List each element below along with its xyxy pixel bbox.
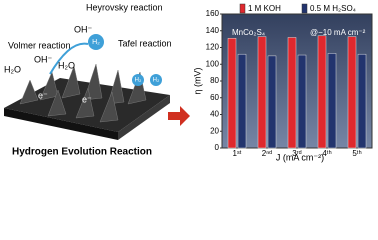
y-tick-label: 60 [210, 93, 219, 102]
label: e⁻ [82, 94, 92, 104]
label: Volmer reaction [8, 40, 71, 50]
x-axis-label: J (mA cm⁻²) [276, 152, 324, 162]
bar [327, 53, 337, 149]
label: e⁻ [38, 90, 48, 100]
y-tick-label: 120 [206, 43, 220, 52]
y-tick-label: 100 [206, 59, 220, 68]
label: H₂O [4, 64, 21, 74]
x-tick-label: 4ᵗʰ [322, 149, 331, 158]
y-tick-label: 0 [215, 143, 220, 152]
chart-subtitle: @−10 mA cm⁻² [310, 28, 366, 37]
y-tick-label: 80 [210, 76, 219, 85]
label: Tafel reaction [118, 38, 172, 48]
bar [347, 36, 357, 149]
caption: Hydrogen Evolution Reaction [12, 147, 152, 158]
x-tick-label: 3ʳᵈ [292, 149, 301, 158]
plot-area [221, 13, 373, 149]
label: H₂ [135, 78, 142, 84]
figure: Heyrovsky reaction Volmer reaction Tafel… [4, 2, 373, 162]
bar [357, 53, 367, 149]
legend-swatch [301, 3, 308, 14]
bar [287, 37, 297, 149]
h2-bubble [150, 74, 162, 86]
chart-title: MnCo₂S₄ [232, 28, 265, 37]
legend-label: 1 M KOH [248, 4, 281, 13]
label: OH⁻ [34, 54, 53, 64]
label: Heyrovsky reaction [86, 2, 163, 12]
bar [267, 55, 277, 149]
substrate-side [118, 95, 170, 140]
legend-label: 0.5 M H₂SO₄ [310, 4, 356, 13]
y-tick-label: 140 [206, 26, 220, 35]
y-axis-label: η (mV) [192, 67, 202, 94]
x-tick-label: 5ᵗʰ [352, 149, 361, 158]
y-tick-label: 40 [210, 110, 219, 119]
bar [317, 35, 327, 149]
illustration: Heyrovsky reaction Volmer reaction Tafel… [4, 2, 190, 158]
label: H₂ [153, 78, 160, 84]
x-tick-label: 2ⁿᵈ [262, 149, 272, 158]
y-tick-label: 160 [206, 9, 220, 18]
arrow [49, 42, 89, 75]
bar [297, 54, 307, 149]
bar [237, 53, 247, 149]
x-tick-label: 1ˢᵗ [233, 149, 242, 158]
bar [227, 38, 237, 149]
label: H₂ [92, 39, 100, 46]
label: OH⁻ [74, 24, 93, 34]
legend-swatch [239, 3, 246, 14]
nanosheets [19, 63, 147, 123]
h2-bubble [132, 74, 144, 86]
y-tick-label: 20 [210, 126, 219, 135]
bar [257, 36, 267, 149]
h2-bubble [88, 34, 104, 50]
arrow [168, 106, 190, 126]
label: H₂O [58, 60, 75, 70]
substrate-edge [4, 108, 118, 140]
